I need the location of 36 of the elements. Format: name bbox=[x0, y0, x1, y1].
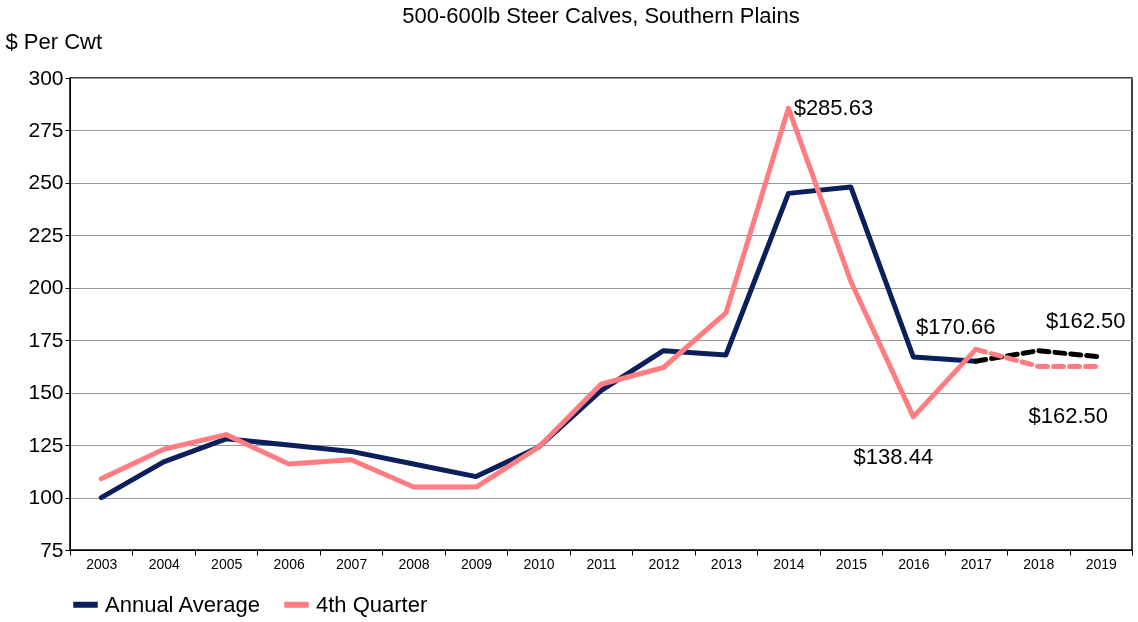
y-tick-label: 200 bbox=[28, 275, 64, 299]
y-tick-label: 75 bbox=[40, 537, 64, 561]
x-tick-label: 2007 bbox=[336, 555, 368, 572]
x-tick-label: 2015 bbox=[835, 555, 868, 572]
y-axis-title: $ Per Cwt bbox=[5, 28, 103, 54]
x-tick-label: 2004 bbox=[148, 555, 180, 572]
y-tick-label: 100 bbox=[28, 485, 64, 509]
annotation: $162.50 bbox=[1028, 403, 1109, 429]
y-tick-label: 275 bbox=[28, 117, 64, 141]
x-tick-label: 2018 bbox=[1023, 555, 1055, 572]
x-tick-label: 2013 bbox=[710, 555, 743, 572]
y-tick-label: 175 bbox=[28, 327, 64, 351]
x-tick-label: 2009 bbox=[460, 555, 493, 572]
y-tick-label: 150 bbox=[28, 380, 64, 404]
annotation: $170.66 bbox=[916, 314, 996, 340]
legend-label: Annual Average bbox=[105, 591, 260, 617]
x-tick-label: 2011 bbox=[586, 555, 617, 572]
x-tick-label: 2010 bbox=[523, 555, 555, 572]
x-tick-label: 2003 bbox=[86, 555, 118, 572]
x-tick-label: 2014 bbox=[773, 555, 805, 572]
annotation: $285.63 bbox=[793, 95, 874, 121]
x-tick-label: 2008 bbox=[398, 555, 430, 572]
chart-title: 500-600lb Steer Calves, Southern Plains bbox=[402, 3, 800, 28]
y-tick-label: 225 bbox=[28, 222, 64, 246]
y-tick-label: 300 bbox=[28, 65, 64, 89]
x-tick-label: 2017 bbox=[960, 555, 993, 572]
x-tick-label: 2012 bbox=[648, 555, 680, 572]
legend-label: 4th Quarter bbox=[316, 591, 428, 617]
annotation: $138.44 bbox=[853, 443, 934, 469]
x-tick-label: 2019 bbox=[1085, 555, 1118, 572]
x-tick-label: 2016 bbox=[898, 555, 930, 572]
x-tick-label: 2005 bbox=[211, 555, 243, 572]
y-tick-label: 125 bbox=[28, 432, 64, 456]
y-tick-label: 250 bbox=[28, 170, 64, 194]
x-tick-label: 2006 bbox=[273, 555, 305, 572]
annotation: $162.50 bbox=[1046, 308, 1126, 334]
